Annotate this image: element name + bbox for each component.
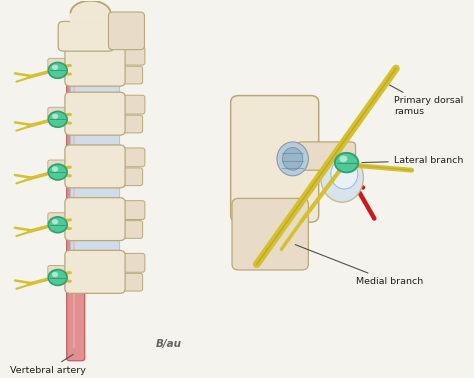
FancyBboxPatch shape (115, 168, 143, 186)
FancyBboxPatch shape (58, 22, 114, 51)
Circle shape (52, 114, 58, 119)
FancyBboxPatch shape (231, 96, 319, 222)
FancyBboxPatch shape (115, 115, 143, 133)
FancyBboxPatch shape (65, 198, 125, 240)
FancyBboxPatch shape (65, 145, 125, 188)
FancyBboxPatch shape (67, 47, 85, 361)
FancyBboxPatch shape (115, 46, 145, 65)
Circle shape (335, 153, 358, 172)
FancyBboxPatch shape (70, 130, 120, 150)
Circle shape (52, 166, 58, 172)
Ellipse shape (331, 159, 358, 189)
FancyBboxPatch shape (70, 81, 120, 98)
FancyBboxPatch shape (297, 142, 356, 170)
FancyBboxPatch shape (70, 235, 120, 256)
FancyBboxPatch shape (115, 148, 145, 167)
FancyBboxPatch shape (48, 265, 74, 277)
FancyBboxPatch shape (115, 95, 145, 114)
Circle shape (48, 270, 67, 285)
FancyBboxPatch shape (232, 198, 309, 270)
FancyBboxPatch shape (109, 12, 145, 50)
FancyBboxPatch shape (115, 273, 143, 291)
Text: Primary dorsal
ramus: Primary dorsal ramus (390, 85, 463, 116)
Ellipse shape (283, 147, 303, 170)
Circle shape (339, 155, 347, 162)
Text: B/au: B/au (155, 339, 182, 349)
FancyBboxPatch shape (115, 201, 145, 220)
Circle shape (48, 62, 67, 78)
Text: Medial branch: Medial branch (295, 245, 423, 286)
FancyBboxPatch shape (65, 250, 125, 293)
Ellipse shape (277, 142, 309, 176)
Polygon shape (71, 1, 110, 22)
FancyBboxPatch shape (115, 221, 143, 239)
FancyBboxPatch shape (70, 182, 120, 203)
Circle shape (48, 217, 67, 233)
Circle shape (48, 164, 67, 180)
FancyBboxPatch shape (65, 92, 125, 135)
Circle shape (48, 112, 67, 127)
FancyBboxPatch shape (48, 58, 74, 70)
Text: Lateral branch: Lateral branch (362, 156, 463, 165)
Circle shape (52, 272, 58, 277)
Text: Vertebral artery: Vertebral artery (10, 354, 86, 375)
FancyBboxPatch shape (48, 107, 74, 119)
FancyBboxPatch shape (48, 213, 74, 225)
FancyBboxPatch shape (115, 253, 145, 272)
Circle shape (52, 219, 58, 225)
FancyBboxPatch shape (65, 43, 125, 86)
FancyBboxPatch shape (48, 160, 74, 172)
Circle shape (52, 65, 58, 70)
FancyBboxPatch shape (115, 66, 143, 84)
Ellipse shape (321, 153, 364, 202)
